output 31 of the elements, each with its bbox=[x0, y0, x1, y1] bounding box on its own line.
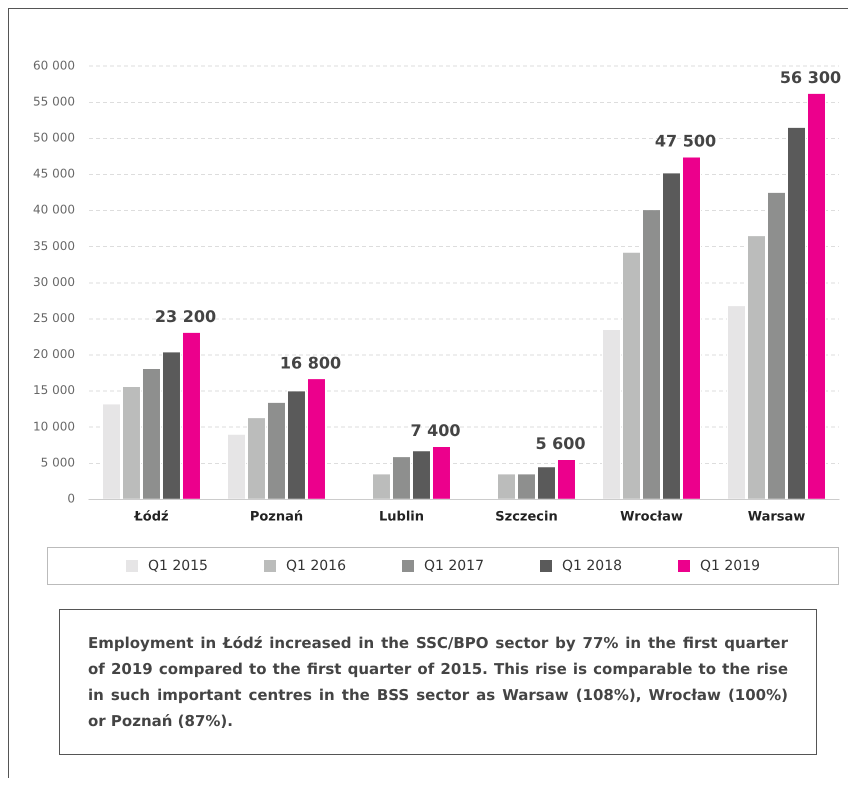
x-tick-label: Warsaw bbox=[748, 510, 806, 525]
text: Employment in Łódź increased in the SSC/BPO sector by 77% in the first quarter of 2019 compared to the first quarter of 2015. This rise is comparable to the rise in such important centres in the BSS sector as Warsaw (108%), Wrocław (100%) or Poznań (87%). bbox=[59, 609, 817, 755]
legend-label: Q1 2015 bbox=[148, 558, 208, 574]
y-tick-label: 60 000 bbox=[32, 58, 75, 72]
y-tick-label: 45 000 bbox=[32, 166, 75, 181]
y-tick-label: 30 000 bbox=[32, 274, 75, 289]
data-label: 56 300 bbox=[780, 68, 842, 88]
data-label: 47 500 bbox=[654, 132, 716, 151]
x-tick-label: Poznań bbox=[250, 510, 304, 525]
data-label: 7 400 bbox=[410, 421, 461, 440]
y-tick-label: 15 000 bbox=[32, 383, 75, 398]
legend-label: Q1 2017 bbox=[424, 558, 484, 574]
x-tick-label: Łódź bbox=[133, 510, 169, 525]
y-tick-label: 55 000 bbox=[32, 94, 75, 108]
y-tick-label: 5 000 bbox=[40, 455, 75, 470]
data-label: 5 600 bbox=[535, 434, 586, 454]
y-tick-label: 10 000 bbox=[32, 419, 75, 434]
y-tick-label: 35 000 bbox=[32, 238, 75, 253]
y-tick-label: 20 000 bbox=[32, 347, 75, 362]
y-tick-label: 50 000 bbox=[32, 130, 75, 145]
x-tick-label: Wrocław bbox=[620, 510, 683, 525]
data-label: 16 800 bbox=[280, 353, 342, 372]
data-label: 23 200 bbox=[154, 307, 216, 326]
legend-label: Q1 2018 bbox=[562, 558, 622, 574]
y-tick-label: 0 bbox=[67, 492, 75, 506]
x-tick-label: Lublin bbox=[378, 510, 424, 525]
y-tick-label: 25 000 bbox=[32, 311, 75, 326]
legend-label: Q1 2019 bbox=[700, 558, 760, 574]
y-tick-label: 40 000 bbox=[32, 202, 75, 217]
x-tick-label: Szczecin bbox=[495, 510, 558, 525]
legend-label: Q1 2016 bbox=[286, 558, 346, 574]
